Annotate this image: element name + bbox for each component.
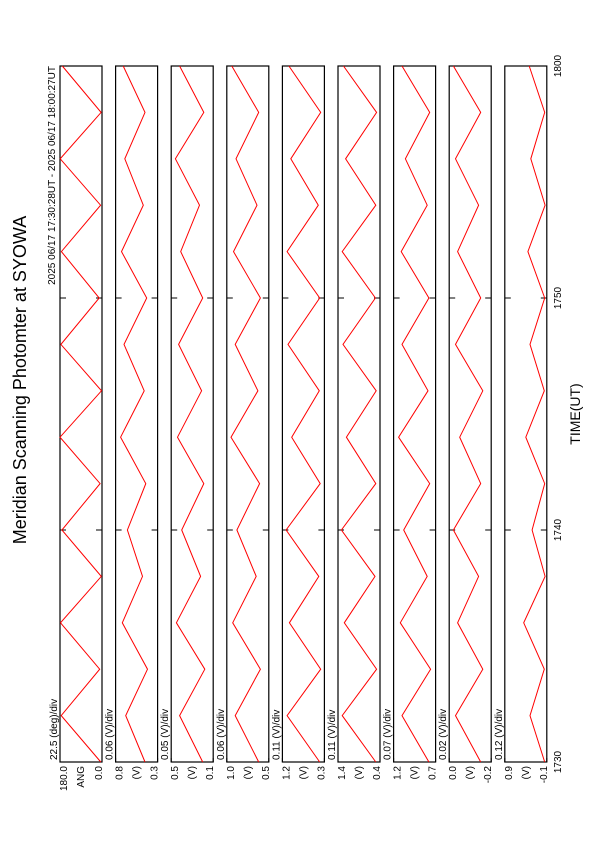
- scale-label: 0.12 (V)/div: [494, 709, 505, 760]
- trace: [340, 65, 378, 763]
- y-axis-label: (V): [243, 766, 254, 779]
- trace: [523, 65, 546, 763]
- y-tick-label: 0.9: [504, 766, 515, 780]
- x-tick-label: 1800: [553, 54, 564, 77]
- y-tick-label: 0.3: [316, 766, 327, 780]
- scale-label: 0.07 (V)/div: [383, 709, 394, 760]
- trace: [285, 65, 322, 763]
- scale-label: 0.11 (V)/div: [327, 710, 338, 760]
- x-tick-label: 1750: [553, 286, 564, 309]
- scale-label: 22.5 (deg)/div: [49, 699, 60, 760]
- y-axis-label: (V): [410, 766, 421, 779]
- y-tick-label: 0.5: [170, 766, 181, 780]
- trace: [174, 65, 206, 763]
- chart-title: Meridian Scanning Photomter at SYOWA: [10, 216, 30, 544]
- y-tick-label: 0.0: [94, 766, 105, 780]
- y-axis-label: (V): [465, 766, 476, 779]
- y-axis-label: ANG: [76, 766, 87, 788]
- y-tick-label: 0.0: [448, 766, 459, 780]
- trace: [120, 65, 149, 763]
- panel-frame: [226, 65, 270, 763]
- rotated-plot: Meridian Scanning Photomter at SYOWA 202…: [10, 54, 583, 791]
- y-tick-label: 0.5: [261, 766, 272, 780]
- trace: [452, 65, 484, 763]
- x-axis-label: TIME(UT): [567, 383, 583, 444]
- scale-label: 0.06 (V)/div: [105, 709, 116, 760]
- y-tick-label: 0.3: [150, 766, 161, 780]
- panel-frame: [59, 65, 103, 763]
- trace: [398, 65, 432, 763]
- panel-frame: [337, 65, 381, 763]
- x-tick-label: 1730: [553, 750, 564, 773]
- scale-label: 0.11 (V)/div: [271, 710, 282, 760]
- y-tick-label: -0.1: [539, 766, 550, 784]
- subtitle: 2025 06/17 17:30:28UT - 2025 06/17 18:00…: [47, 66, 58, 285]
- y-tick-label: 1.2: [393, 766, 404, 780]
- panel-frame: [504, 65, 548, 763]
- x-tick-label: 1740: [553, 518, 564, 541]
- trace: [230, 65, 261, 763]
- scale-label: 0.06 (V)/div: [216, 709, 227, 760]
- trace: [59, 65, 103, 763]
- y-tick-label: 0.7: [428, 766, 439, 780]
- panel-frame: [393, 65, 437, 763]
- y-tick-label: 0.8: [115, 766, 126, 780]
- y-axis-label: (V): [132, 766, 143, 779]
- panel-frame: [114, 65, 159, 763]
- y-tick-label: 1.0: [226, 766, 237, 780]
- y-tick-label: 1.4: [337, 766, 348, 780]
- y-tick-label: 1.2: [281, 766, 292, 780]
- y-tick-label: -0.2: [483, 766, 494, 784]
- y-tick-label: 0.4: [372, 766, 383, 780]
- panel-frame: [281, 65, 325, 763]
- y-axis-label: (V): [298, 766, 309, 779]
- panel-frame: [448, 65, 492, 763]
- scale-label: 0.02 (V)/div: [438, 709, 449, 760]
- y-tick-label: 180.0: [59, 766, 70, 791]
- y-axis-label: (V): [187, 766, 198, 779]
- y-axis-label: (V): [354, 766, 365, 779]
- scale-label: 0.05 (V)/div: [160, 709, 171, 760]
- panel-frame: [170, 65, 214, 763]
- y-axis-label: (V): [521, 766, 532, 779]
- y-tick-label: 0.1: [205, 766, 216, 780]
